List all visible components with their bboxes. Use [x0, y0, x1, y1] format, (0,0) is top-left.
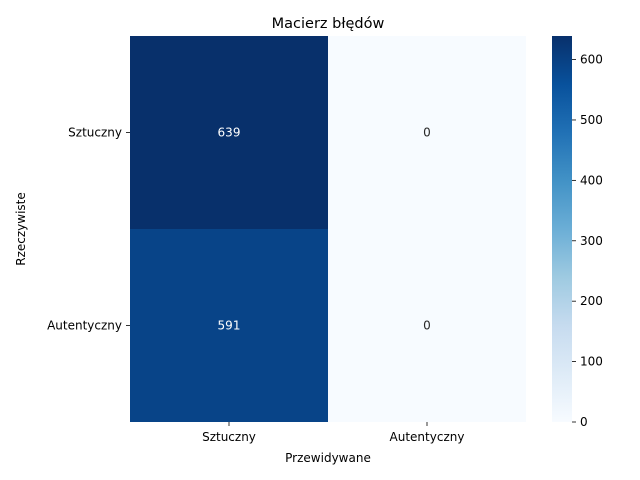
colorbar-ticks: 0 100 200 300 400 500 600 [572, 53, 603, 429]
cell-value-label: 639 [218, 126, 241, 140]
x-axis-label: Przewidywane [285, 451, 371, 465]
x-axis-ticks: Sztuczny Autentyczny [202, 422, 464, 444]
colorbar-tick-label: 300 [580, 234, 603, 248]
colorbar-tick-label: 400 [580, 173, 603, 187]
heatmap-cell [130, 229, 328, 422]
colorbar [552, 36, 572, 422]
x-tick-label: Autentyczny [390, 430, 465, 444]
heatmap-cells: 639 0 591 0 [130, 36, 526, 422]
colorbar-tick-label: 200 [580, 294, 603, 308]
colorbar-tick-label: 100 [580, 355, 603, 369]
y-tick-label: Autentyczny [47, 319, 122, 333]
y-axis-ticks: Sztuczny Autentyczny [47, 126, 130, 333]
cell-value-label: 591 [218, 319, 241, 333]
heatmap-cell [328, 36, 526, 229]
y-axis-label: Rzeczywiste [14, 192, 28, 266]
x-tick-label: Sztuczny [202, 430, 256, 444]
cell-value-label: 0 [423, 126, 431, 140]
chart-title: Macierz błędów [272, 16, 385, 32]
y-tick-label: Sztuczny [68, 126, 122, 140]
heatmap-cell [328, 229, 526, 422]
cell-value-label: 0 [423, 319, 431, 333]
colorbar-tick-label: 500 [580, 113, 603, 127]
heatmap-cell [130, 36, 328, 229]
colorbar-tick-label: 0 [580, 415, 588, 429]
colorbar-tick-label: 600 [580, 53, 603, 67]
